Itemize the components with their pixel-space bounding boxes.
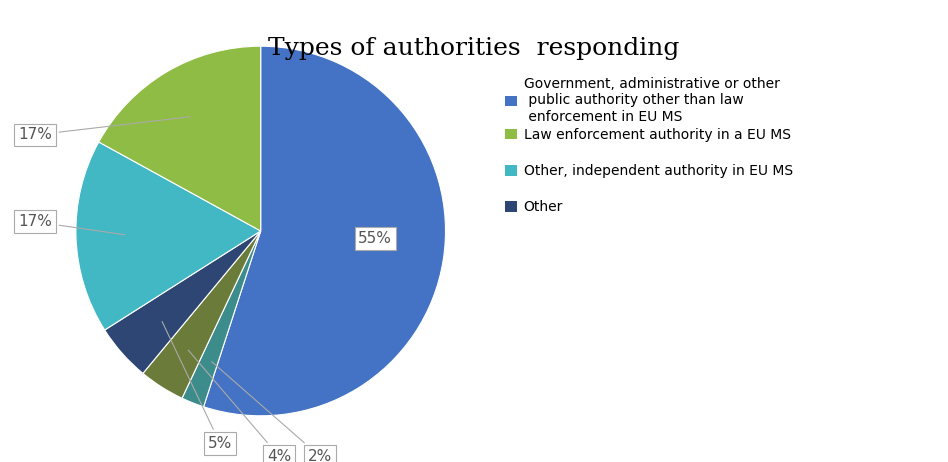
Text: 17%: 17% (18, 214, 125, 235)
Text: 5%: 5% (162, 322, 232, 451)
Wedge shape (204, 46, 446, 416)
Wedge shape (99, 46, 261, 231)
Wedge shape (76, 142, 261, 330)
Wedge shape (143, 231, 261, 398)
Text: 55%: 55% (358, 231, 392, 246)
Text: Types of authorities  responding: Types of authorities responding (268, 37, 680, 60)
Text: 4%: 4% (189, 350, 291, 462)
Wedge shape (104, 231, 261, 373)
Text: 2%: 2% (211, 362, 332, 462)
Legend: Government, administrative or other
 public authority other than law
 enforcemen: Government, administrative or other publ… (500, 72, 798, 220)
Wedge shape (182, 231, 261, 407)
Text: 17%: 17% (18, 117, 191, 142)
